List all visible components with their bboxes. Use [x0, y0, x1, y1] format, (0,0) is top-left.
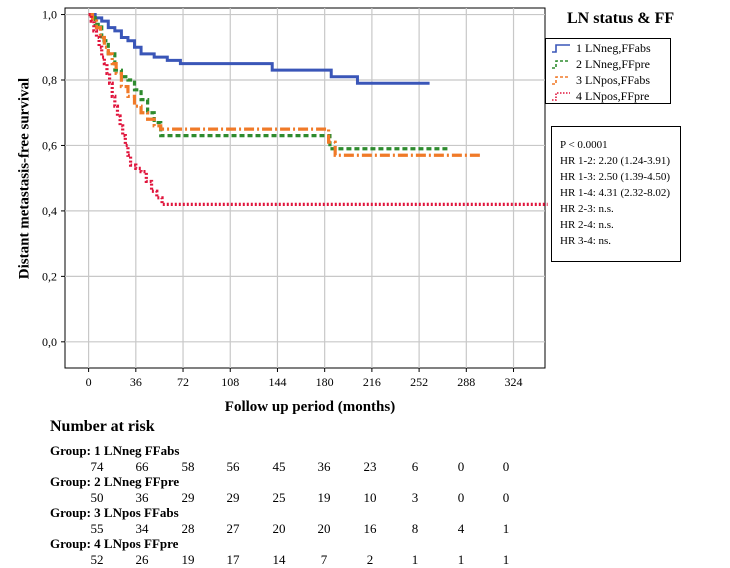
- risk-count: 27: [226, 521, 240, 536]
- risk-count: 26: [135, 552, 149, 567]
- x-tick-label: 36: [130, 375, 142, 389]
- risk-count: 52: [90, 552, 104, 567]
- y-tick-label: 0,8: [42, 73, 57, 87]
- stats-line: P < 0.0001: [560, 139, 608, 151]
- risk-count: 25: [272, 490, 286, 505]
- x-tick-label: 216: [363, 375, 381, 389]
- legend: 1 LNneg,FFabs 2 LNneg,FFpre 3 LNpos,FFab…: [545, 38, 671, 104]
- y-tick-label: 0,2: [42, 269, 57, 283]
- risk-count: 34: [135, 521, 149, 536]
- risk-count: 19: [317, 490, 331, 505]
- survival-curve-2: [88, 12, 450, 151]
- x-tick-label: 288: [457, 375, 475, 389]
- risk-count: 23: [363, 459, 377, 474]
- risk-count: 56: [226, 459, 240, 474]
- risk-count: 19: [181, 552, 195, 567]
- risk-count: 14: [272, 552, 286, 567]
- risk-count: 20: [317, 521, 331, 536]
- risk-count: 10: [363, 490, 377, 505]
- risk-count: 0: [457, 490, 465, 505]
- risk-count: 1: [502, 521, 510, 536]
- risk-count: 29: [226, 490, 240, 505]
- x-tick-label: 0: [86, 375, 92, 389]
- y-tick-label: 0,6: [42, 138, 57, 152]
- risk-group-label: Group: 1 LNneg FFabs: [50, 443, 180, 458]
- risk-count: 36: [317, 459, 331, 474]
- stats-line: HR 1-3: 2.50 (1.39-4.50): [560, 171, 670, 183]
- stats-line: HR 1-4: 4.31 (2.32-8.02): [560, 187, 670, 199]
- legend-entry: 1 LNneg,FFabs: [576, 41, 651, 55]
- y-tick-label: 1,0: [42, 8, 57, 22]
- stats-line: HR 3-4: ns.: [560, 235, 612, 247]
- survival-curve-1: [88, 13, 430, 85]
- legend-marker: [552, 44, 570, 53]
- survival-curve-4: [88, 12, 548, 206]
- risk-count: 2: [366, 552, 374, 567]
- risk-count: 36: [135, 490, 149, 505]
- risk-count: 28: [181, 521, 195, 536]
- survival-curve-3: [88, 12, 483, 157]
- risk-count: 74: [90, 459, 104, 474]
- x-tick-label: 144: [268, 375, 286, 389]
- risk-count: 20: [272, 521, 286, 536]
- risk-count: 45: [272, 459, 286, 474]
- legend-entry: 3 LNpos,FFabs: [576, 73, 651, 87]
- risk-count: 0: [502, 490, 510, 505]
- legend-entry: 2 LNneg,FFpre: [576, 57, 650, 71]
- risk-count: 16: [363, 521, 377, 536]
- stats-line: HR 2-4: n.s.: [560, 219, 614, 231]
- risk-count: 66: [135, 459, 149, 474]
- x-tick-label: 324: [505, 375, 523, 389]
- stats-box: P < 0.0001 HR 1-2: 2.20 (1.24-3.91) HR 1…: [551, 126, 681, 262]
- risk-count: 0: [457, 459, 465, 474]
- x-tick-label: 72: [177, 375, 189, 389]
- legend-entry: 4 LNpos,FFpre: [576, 89, 650, 103]
- risk-count: 1: [502, 552, 510, 567]
- risk-group-label: Group: 4 LNpos FFpre: [50, 536, 179, 551]
- risk-count: 17: [226, 552, 240, 567]
- risk-table-title: Number at risk: [50, 418, 155, 435]
- risk-group-label: Group: 2 LNneg FFpre: [50, 474, 180, 489]
- x-axis-label: Follow up period (months): [224, 399, 396, 415]
- risk-count: 4: [457, 521, 465, 536]
- x-tick-label: 252: [410, 375, 428, 389]
- stats-line: HR 1-2: 2.20 (1.24-3.91): [560, 155, 670, 167]
- risk-count: 6: [411, 459, 419, 474]
- y-tick-label: 0,4: [42, 204, 57, 218]
- legend-marker: [552, 76, 570, 85]
- risk-count: 8: [411, 521, 419, 536]
- legend-markers: [552, 44, 570, 101]
- risk-count: 55: [90, 521, 104, 536]
- y-tick-label: 0,0: [42, 335, 57, 349]
- risk-count: 50: [90, 490, 104, 505]
- risk-count: 29: [181, 490, 195, 505]
- risk-count: 1: [411, 552, 419, 567]
- legend-marker: [552, 92, 570, 101]
- legend-marker: [552, 60, 570, 69]
- x-tick-label: 180: [316, 375, 334, 389]
- risk-count: 1: [457, 552, 465, 567]
- risk-count: 58: [181, 459, 195, 474]
- stats-line: HR 2-3: n.s.: [560, 203, 614, 215]
- legend-title: LN status & FF: [567, 10, 675, 27]
- x-tick-label: 108: [221, 375, 239, 389]
- plot-area: [64, 7, 546, 369]
- y-axis-label: Distant metastasis-free survival: [16, 77, 33, 280]
- risk-count: 0: [502, 459, 510, 474]
- risk-group-label: Group: 3 LNpos FFabs: [50, 505, 179, 520]
- risk-count: 7: [320, 552, 328, 567]
- risk-count: 3: [411, 490, 419, 505]
